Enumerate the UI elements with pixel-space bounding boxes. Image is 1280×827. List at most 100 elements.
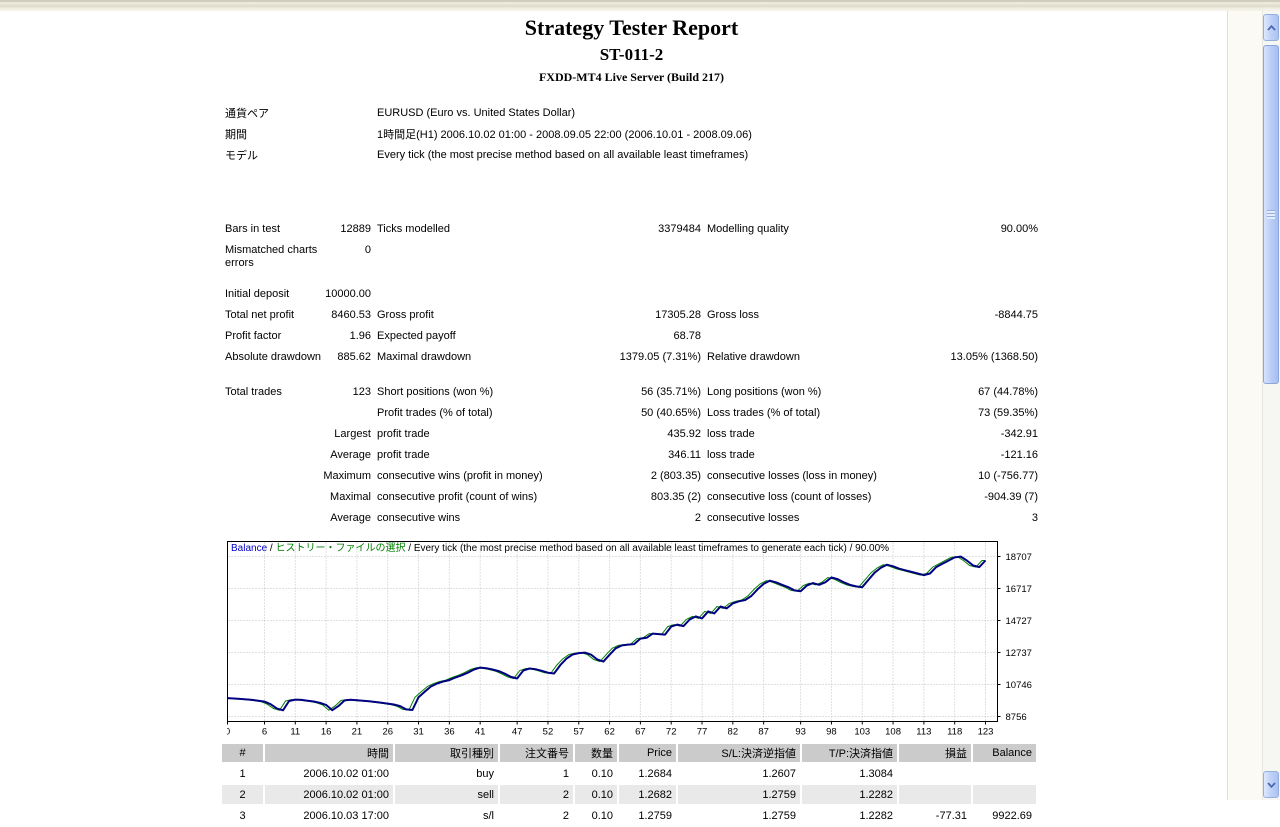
x-tick-label: 41 — [475, 727, 486, 738]
stat-label: Loss trades (% of total) — [707, 407, 821, 419]
stat-value: Maximal — [330, 491, 371, 503]
stat-value: 123 — [352, 386, 371, 398]
stat-label: consecutive wins (profit in money) — [377, 470, 543, 482]
trades-cell: 0.10 — [575, 764, 617, 783]
legend-segment: Balance — [231, 543, 268, 554]
trades-cell: 1.2682 — [619, 785, 676, 804]
trades-column-header: 注文番号 — [500, 744, 573, 762]
stat-label: Expected payoff — [377, 330, 456, 342]
trades-cell: 1 — [500, 764, 573, 783]
x-tick-label: 21 — [352, 727, 363, 738]
stat-value: 2 — [694, 512, 701, 524]
x-tick-label: 52 — [543, 727, 554, 738]
trades-table-row: 3 2006.10.03 17:00 s/l 2 0.10 1.2759 1.2759 1.2… — [222, 806, 1036, 825]
stat-label: Total net profit — [225, 309, 295, 321]
x-tick-label: 16 — [321, 727, 332, 738]
scrollbar-down-button[interactable] — [1263, 771, 1279, 798]
stats-row: Absolute drawdown 885.62 Maximal drawdown 1… — [225, 347, 1038, 368]
stat-label: Ticks modelled — [377, 223, 450, 235]
trades-cell: s/l — [395, 806, 498, 825]
stat-value: 56 (35.71%) — [641, 386, 701, 398]
stat-label — [707, 240, 922, 244]
stat-label: Profit factor — [225, 330, 282, 342]
chevron-down-icon — [1266, 779, 1276, 791]
stat-label: Relative drawdown — [707, 351, 800, 363]
stat-label: Modelling quality — [707, 223, 789, 235]
stat-label: Gross loss — [707, 309, 759, 321]
stat-label: Initial deposit — [225, 288, 290, 300]
stats-row: Profit trades (% of total) 50 (40.65%) Los… — [225, 403, 1038, 424]
y-tick-label: 8756 — [1006, 712, 1027, 723]
stat-value: 17305.28 — [655, 309, 701, 321]
stat-label: consecutive losses (loss in money) — [707, 470, 877, 482]
trades-cell: 1.2759 — [619, 806, 676, 825]
settings-section: 通貨ペア EURUSD (Euro vs. United States Dolla… — [225, 102, 1038, 165]
x-tick-label: 36 — [444, 727, 455, 738]
trades-cell: 1.3084 — [802, 764, 897, 783]
stat-value — [922, 240, 1038, 244]
stat-value: 13.05% (1368.50) — [950, 351, 1038, 363]
y-tick-label: 18707 — [1006, 552, 1032, 563]
trades-cell — [899, 785, 971, 804]
chart-grid — [228, 542, 997, 721]
trades-cell: 1 — [222, 764, 263, 783]
stat-value: 10 (-756.77) — [978, 470, 1038, 482]
trades-table-header: # 時間 取引種別 注文番号 数量 Price S/L:決済逆指値 T/P:決済指値 損益 Bal… — [222, 744, 1036, 762]
stat-label — [225, 424, 321, 428]
stat-value — [321, 403, 371, 407]
stat-label: Bars in test — [225, 223, 281, 235]
stat-label — [225, 487, 321, 491]
stats-row: Total net profit 8460.53 Gross profit 17305… — [225, 305, 1038, 326]
stat-value: 68.78 — [673, 330, 701, 342]
setting-label: 通貨ペア — [225, 107, 269, 120]
stat-value — [922, 284, 1038, 288]
stat-label: profit trade — [377, 449, 430, 461]
trades-column-header: 時間 — [265, 744, 393, 762]
setting-value: EURUSD (Euro vs. United States Dollar) — [377, 106, 576, 119]
chart-tick-marks — [227, 556, 1001, 725]
stat-value: -121.16 — [1000, 449, 1038, 461]
trades-column-header: T/P:決済指値 — [802, 744, 897, 762]
balance-line — [227, 555, 987, 712]
x-tick-label: 57 — [573, 727, 584, 738]
scrollbar-grip-icon — [1267, 210, 1275, 219]
trades-cell: 1.2684 — [619, 764, 676, 783]
stat-value: -8844.75 — [994, 309, 1038, 321]
trades-cell: 2006.10.02 01:00 — [265, 785, 393, 804]
stats-row: Maximum consecutive wins (profit in money… — [225, 466, 1038, 487]
x-tick-label: 113 — [916, 727, 931, 738]
stat-label: Short positions (won %) — [377, 386, 494, 398]
setting-label: モデル — [225, 149, 258, 162]
scrollbar-thumb[interactable] — [1263, 45, 1279, 384]
setting-value: Every tick (the most precise method base… — [377, 148, 749, 161]
trades-cell: 2 — [500, 806, 573, 825]
stat-value: 3379484 — [658, 223, 701, 235]
y-tick-label: 16717 — [1006, 584, 1032, 595]
settings-row: 期間 1時間足(H1) 2006.10.02 01:00 - 2008.09.05… — [225, 123, 1038, 144]
vertical-scrollbar[interactable] — [1262, 11, 1280, 800]
stat-value: Average — [330, 512, 371, 524]
page-title: Strategy Tester Report — [524, 15, 739, 40]
stat-value — [922, 326, 1038, 330]
stat-value — [587, 284, 701, 288]
x-tick-label: 72 — [666, 727, 677, 738]
stat-label: consecutive losses — [707, 512, 800, 524]
stats-row: Average profit trade 346.11 loss trade -121.… — [225, 445, 1038, 466]
stat-value: 346.11 — [668, 449, 701, 461]
x-tick-label: 62 — [604, 727, 615, 738]
stat-value: 435.92 — [667, 428, 701, 440]
stats-row: Bars in test 12889 Ticks modelled 3379484 Mo… — [225, 219, 1038, 240]
stat-value: -904.39 (7) — [984, 491, 1038, 503]
report-symbol: ST-011-2 — [599, 45, 664, 64]
stat-value: 10000.00 — [325, 288, 371, 300]
trades-cell — [973, 764, 1036, 783]
scrollbar-up-button[interactable] — [1263, 14, 1279, 41]
chevron-up-icon — [1266, 22, 1276, 34]
x-tick-label: 123 — [978, 727, 994, 738]
y-tick-label: 10746 — [1006, 680, 1032, 691]
trades-cell — [899, 764, 971, 783]
stat-label: Gross profit — [377, 309, 434, 321]
trades-cell: 1.2759 — [678, 785, 800, 804]
stat-value: 1379.05 (7.31%) — [619, 351, 701, 363]
